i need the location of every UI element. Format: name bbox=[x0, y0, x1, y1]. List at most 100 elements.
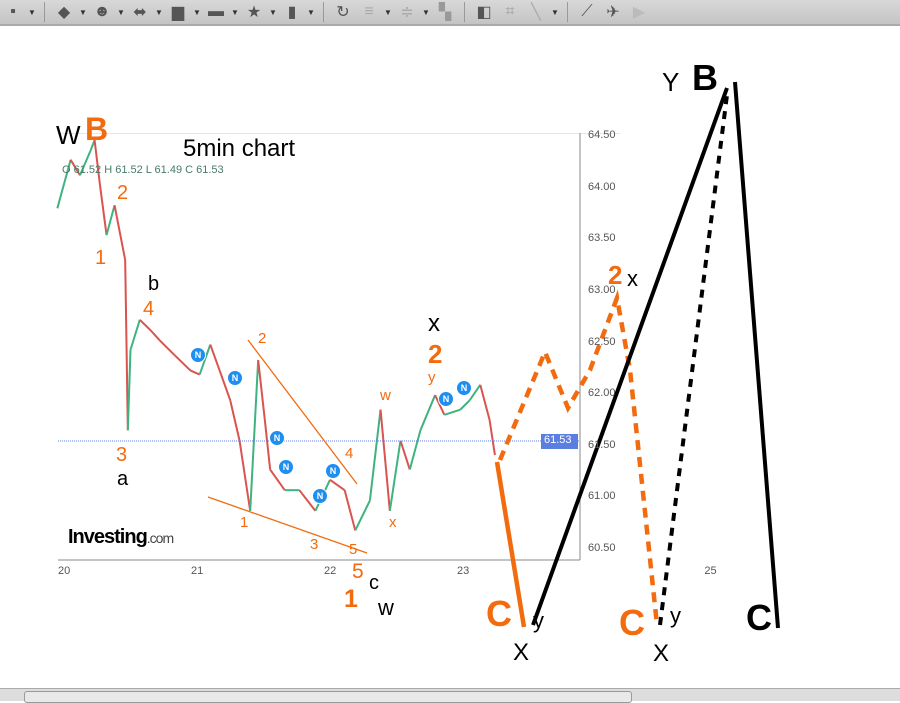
triangle-upper-line bbox=[247, 339, 358, 485]
label-X-1: X bbox=[513, 639, 530, 666]
label-y-1: y bbox=[533, 608, 544, 633]
wave-b-to-c-line bbox=[733, 81, 780, 629]
price-segment bbox=[129, 319, 141, 351]
label-B-black: B bbox=[692, 57, 718, 98]
dropdown-arrow-icon[interactable]: ▼ bbox=[269, 7, 277, 17]
dropdown-arrow-icon[interactable]: ▼ bbox=[307, 7, 315, 17]
triangle-label-3: 3 bbox=[310, 536, 319, 553]
price-segment bbox=[343, 489, 357, 531]
dropdown-arrow-icon[interactable]: ▼ bbox=[231, 7, 239, 17]
horizontal-scrollbar[interactable] bbox=[0, 688, 900, 703]
chart-title: 5min chart bbox=[183, 135, 296, 162]
distribute-icon[interactable]: ≑ bbox=[400, 4, 414, 21]
label-x-orange: x bbox=[389, 514, 397, 531]
label-4: 4 bbox=[143, 298, 155, 320]
rotate-icon[interactable]: ↻ bbox=[336, 4, 350, 21]
news-marker[interactable]: N bbox=[278, 459, 294, 475]
price-segment bbox=[459, 399, 471, 411]
label-2-bold: 2 bbox=[428, 339, 443, 369]
y-tick-label: 64.50 bbox=[588, 129, 616, 141]
divider bbox=[44, 2, 45, 22]
dropdown-arrow-icon[interactable]: ▼ bbox=[155, 7, 163, 17]
current-price-tag: 61.53 bbox=[541, 434, 578, 449]
document-icon[interactable]: ▮ bbox=[287, 4, 297, 21]
price-segment bbox=[113, 205, 127, 261]
price-segment bbox=[388, 440, 402, 511]
wave-c-line bbox=[494, 461, 527, 628]
triangle-label-1: 1 bbox=[240, 514, 249, 531]
callout-icon[interactable]: ▬ bbox=[208, 3, 224, 20]
wave-x-to-b-line bbox=[531, 87, 729, 626]
label-1-bold: 1 bbox=[344, 585, 358, 613]
y-tick-label: 61.00 bbox=[588, 490, 616, 503]
logo-text: Investing bbox=[68, 526, 148, 548]
dropdown-arrow-icon[interactable]: ▼ bbox=[193, 7, 201, 17]
scrollbar-thumb[interactable] bbox=[24, 691, 632, 703]
price-segment bbox=[198, 344, 212, 375]
dropdown-arrow-icon[interactable]: ▼ bbox=[422, 7, 430, 17]
triangle-label-2: 2 bbox=[258, 330, 267, 347]
label-2-right: 2 bbox=[608, 260, 623, 290]
label-3: 3 bbox=[116, 444, 128, 466]
price-segment bbox=[139, 319, 152, 331]
logo-suffix: .com bbox=[146, 530, 174, 546]
label-2: 2 bbox=[117, 182, 129, 204]
price-segment bbox=[238, 440, 252, 511]
price-segment bbox=[263, 419, 272, 470]
label-x-black: x bbox=[428, 310, 440, 337]
wand-icon[interactable]: ╲ bbox=[531, 4, 541, 21]
investing-logo: Investing.com bbox=[68, 526, 174, 548]
label-1: 1 bbox=[95, 247, 107, 269]
fontwork-icon[interactable]: ✈ bbox=[606, 4, 620, 21]
news-marker[interactable]: N bbox=[438, 391, 454, 407]
price-chart bbox=[58, 133, 620, 579]
points-icon[interactable]: ⟋ bbox=[581, 3, 593, 20]
price-segment bbox=[209, 344, 221, 371]
dropdown-arrow-icon[interactable]: ▼ bbox=[28, 7, 36, 17]
dropdown-arrow-icon[interactable]: ▼ bbox=[79, 7, 87, 17]
news-marker[interactable]: N bbox=[312, 488, 328, 504]
price-segment bbox=[368, 409, 382, 501]
news-marker[interactable]: N bbox=[456, 380, 472, 396]
diamond-icon[interactable]: ◆ bbox=[57, 4, 71, 21]
crop-icon[interactable]: ⌗ bbox=[505, 3, 515, 20]
price-series bbox=[56, 139, 496, 531]
label-y-2: y bbox=[670, 603, 681, 628]
price-segment bbox=[419, 394, 436, 431]
news-marker[interactable]: N bbox=[227, 370, 243, 386]
y-tick-label: 62.50 bbox=[588, 335, 616, 348]
price-segment bbox=[269, 468, 286, 491]
dropdown-arrow-icon[interactable]: ▼ bbox=[117, 7, 125, 17]
align-icon[interactable]: ≡ bbox=[364, 3, 374, 20]
triangle-lines bbox=[207, 339, 368, 554]
divider bbox=[323, 2, 324, 22]
price-segment bbox=[159, 339, 176, 356]
price-segment bbox=[488, 419, 496, 456]
dropdown-arrow-icon[interactable]: ▼ bbox=[551, 7, 559, 17]
label-a: a bbox=[117, 468, 129, 490]
y-tick-label: 63.50 bbox=[588, 232, 616, 245]
shadow-icon[interactable]: ◧ bbox=[476, 4, 492, 21]
rectangle-icon[interactable]: ▆ bbox=[171, 4, 185, 21]
price-segment bbox=[379, 409, 391, 511]
price-segment bbox=[79, 150, 92, 176]
label-5-big: 5 bbox=[352, 560, 364, 583]
label-C-orange-1: C bbox=[486, 593, 512, 634]
price-segment bbox=[354, 500, 371, 531]
price-segment bbox=[69, 159, 81, 176]
group-icon[interactable]: ▚ bbox=[438, 4, 452, 21]
star-icon[interactable]: ★ bbox=[246, 4, 262, 21]
extrusion-icon[interactable]: ▶ bbox=[632, 4, 646, 21]
double-arrow-icon[interactable]: ⬌ bbox=[133, 4, 147, 21]
dropdown-arrow-icon[interactable]: ▼ bbox=[384, 7, 392, 17]
label-C-black: C bbox=[746, 597, 772, 638]
smiley-icon[interactable]: ☻ bbox=[93, 3, 111, 20]
price-segment bbox=[479, 384, 491, 421]
connector-icon[interactable]: ▪ bbox=[10, 3, 16, 20]
news-marker[interactable]: N bbox=[325, 463, 341, 479]
label-x-right: x bbox=[627, 266, 638, 291]
price-segment bbox=[329, 479, 346, 491]
label-X-2: X bbox=[653, 640, 670, 667]
news-marker[interactable]: N bbox=[190, 347, 206, 363]
news-marker[interactable]: N bbox=[269, 430, 285, 446]
